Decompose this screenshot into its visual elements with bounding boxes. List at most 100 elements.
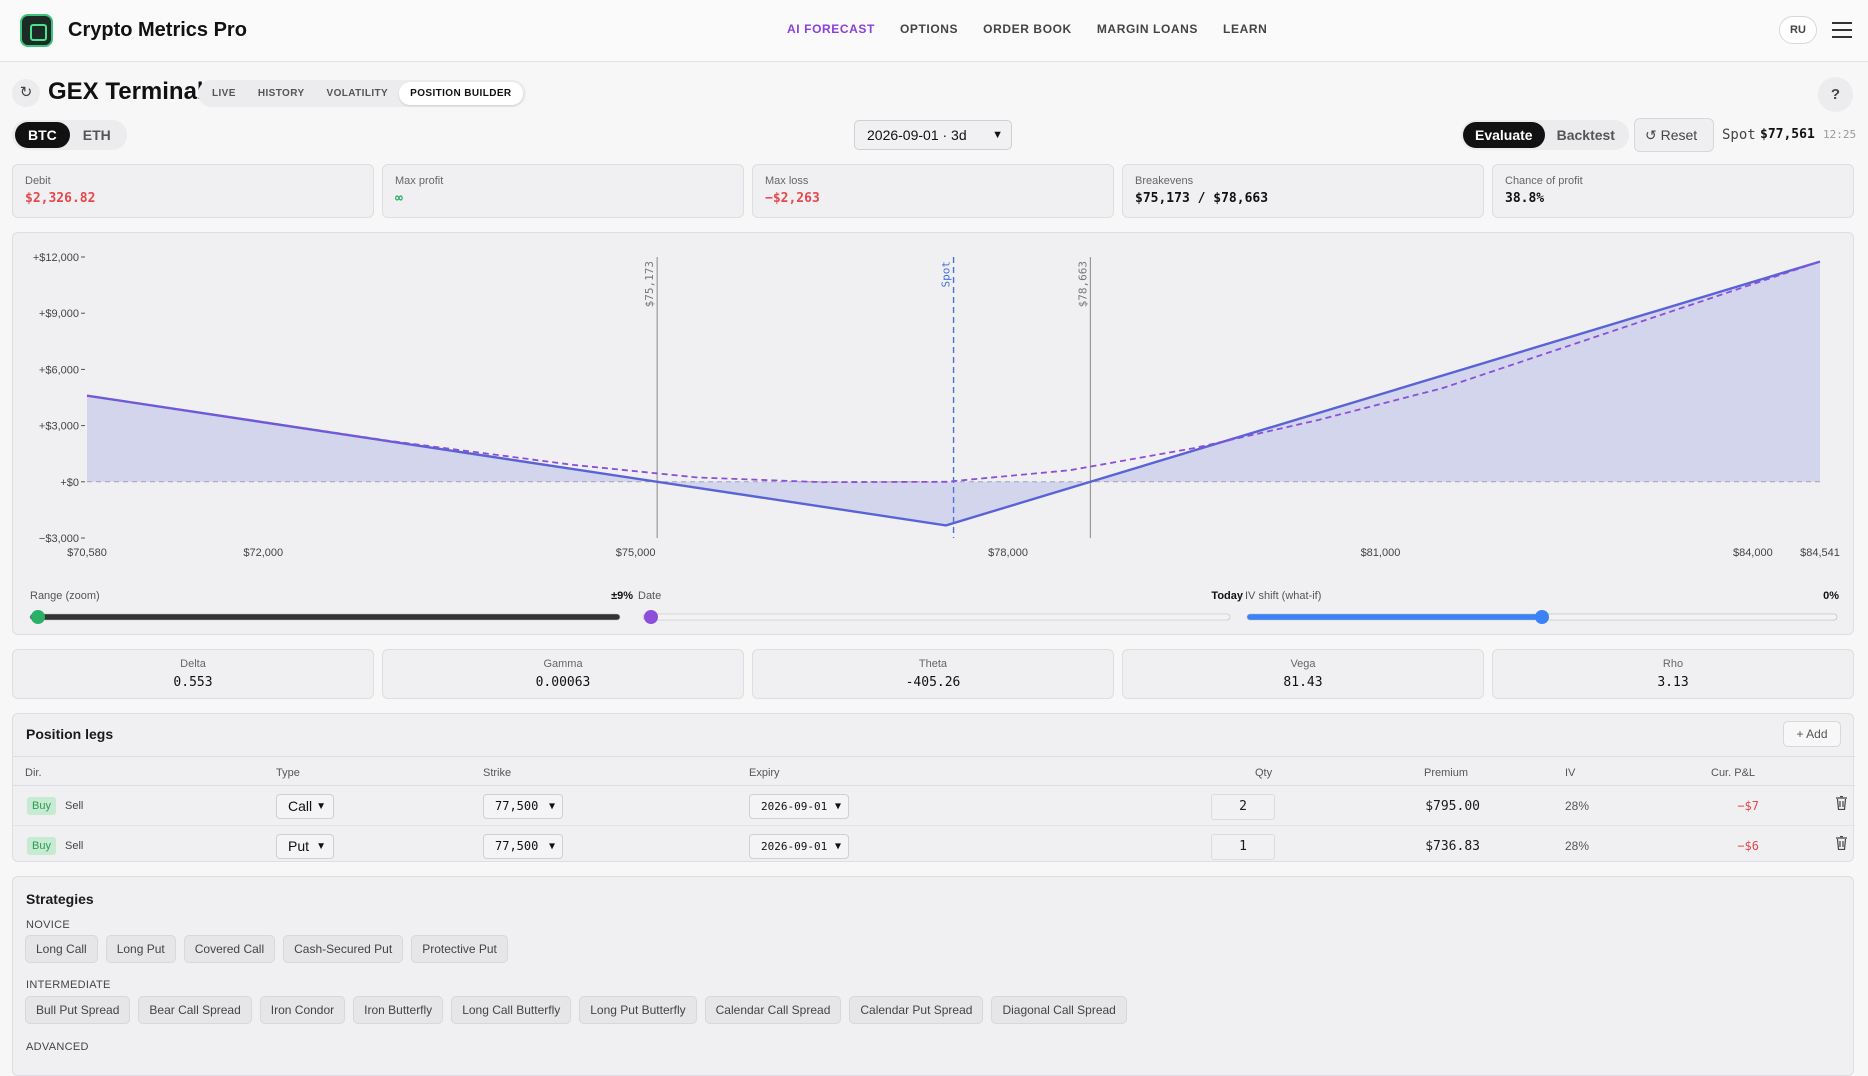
- hamburger-menu-icon[interactable]: [1832, 22, 1852, 38]
- slider-thumb[interactable]: [644, 610, 658, 624]
- strategy-chip[interactable]: Long Call: [25, 935, 98, 963]
- premium-value: $736.83: [1425, 839, 1480, 854]
- metric-breakevens: Breakevens $75,173 / $78,663: [1122, 164, 1484, 218]
- type-select[interactable]: Call ▼: [276, 794, 334, 819]
- nav-order-book[interactable]: ORDER BOOK: [983, 22, 1072, 36]
- metric-chance-of-profit: Chance of profit 38.8%: [1492, 164, 1854, 218]
- iv-slider-value: 0%: [1823, 590, 1839, 602]
- page-title: GEX Terminal: [48, 78, 204, 105]
- payoff-area: [87, 261, 1820, 526]
- strategy-chip[interactable]: Calendar Put Spread: [849, 996, 984, 1024]
- refresh-icon[interactable]: ↻: [12, 79, 40, 107]
- expiry-select[interactable]: 2026-09-01 · 3d ▼: [854, 120, 1012, 150]
- x-tick-label: $78,000: [988, 547, 1028, 559]
- metric-label: Breakevens: [1135, 175, 1194, 187]
- greek-label: Vega: [1290, 658, 1316, 670]
- strategy-chip[interactable]: Diagonal Call Spread: [991, 996, 1127, 1024]
- breakeven-label: $75,173: [643, 261, 656, 307]
- strategy-chip[interactable]: Cash-Secured Put: [283, 935, 404, 963]
- reset-icon: ↺: [1645, 127, 1657, 143]
- backtest-button[interactable]: Backtest: [1556, 127, 1615, 143]
- nav-margin-loans[interactable]: MARGIN LOANS: [1096, 22, 1199, 36]
- greek-vega: Vega 81.43: [1122, 649, 1484, 699]
- brand-name[interactable]: Crypto Metrics Pro: [68, 19, 247, 41]
- strategy-chip[interactable]: Iron Butterfly: [353, 996, 444, 1024]
- intermediate-strategies: Bull Put Spread Bear Call Spread Iron Co…: [25, 996, 1127, 1024]
- qty-input[interactable]: 1: [1211, 834, 1275, 860]
- evaluate-button[interactable]: Evaluate: [1463, 122, 1545, 148]
- buy-toggle[interactable]: Buy: [27, 837, 56, 855]
- slider-track[interactable]: [642, 613, 1231, 621]
- trash-icon[interactable]: [1836, 796, 1847, 810]
- payoff-chart-card: −$3,000 +$0 +$3,000 +$6,000 +$9,000 +$12,000 $…: [12, 232, 1854, 635]
- range-slider-value: ±9%: [611, 590, 633, 602]
- slider-thumb[interactable]: [1535, 610, 1549, 624]
- type-value: Call: [288, 798, 313, 814]
- payoff-chart[interactable]: −$3,000 +$0 +$3,000 +$6,000 +$9,000 +$12,000 $…: [13, 233, 1855, 563]
- strategy-chip[interactable]: Covered Call: [183, 935, 276, 963]
- pnl-value: −$6: [1737, 839, 1759, 853]
- nav-learn[interactable]: LEARN: [1223, 22, 1268, 36]
- reset-label: Reset: [1660, 127, 1698, 143]
- asset-eth[interactable]: ETH: [82, 127, 111, 143]
- type-select[interactable]: Put ▼: [276, 834, 334, 859]
- buy-toggle[interactable]: Buy: [27, 797, 56, 815]
- chevron-down-icon: ▼: [548, 841, 555, 852]
- nav-options[interactable]: OPTIONS: [899, 22, 959, 36]
- main-nav: AI FORECAST OPTIONS ORDER BOOK MARGIN LO…: [787, 22, 1267, 36]
- strike-select[interactable]: 77,500 ▼: [483, 794, 563, 819]
- strategy-chip[interactable]: Bear Call Spread: [138, 996, 252, 1024]
- strategy-chip[interactable]: Calendar Call Spread: [704, 996, 842, 1024]
- tab-history[interactable]: HISTORY: [257, 88, 305, 99]
- sell-toggle[interactable]: Sell: [65, 800, 84, 812]
- metric-max-profit: Max profit ∞: [382, 164, 744, 218]
- x-tick-label: $70,580: [67, 547, 107, 559]
- iv-slider-label: IV shift (what-if): [1245, 590, 1322, 602]
- help-button[interactable]: ?: [1818, 77, 1853, 112]
- nav-ai-forecast[interactable]: AI FORECAST: [787, 22, 875, 36]
- iv-value: 28%: [1564, 799, 1589, 813]
- greek-value: 3.13: [1657, 675, 1689, 690]
- greek-label: Theta: [918, 658, 948, 670]
- reset-button[interactable]: ↺ Reset: [1634, 118, 1714, 152]
- slider-track-rest: [1541, 613, 1838, 621]
- asset-btc[interactable]: BTC: [15, 122, 70, 148]
- strategy-chip[interactable]: Protective Put: [411, 935, 508, 963]
- col-expiry: Expiry: [749, 767, 780, 779]
- strike-select[interactable]: 77,500 ▼: [483, 834, 563, 859]
- qty-input[interactable]: 2: [1211, 794, 1275, 820]
- logo-icon[interactable]: [20, 14, 53, 47]
- language-button[interactable]: RU: [1779, 16, 1817, 44]
- tab-position-builder[interactable]: POSITION BUILDER: [399, 82, 523, 105]
- add-leg-button[interactable]: + Add: [1783, 721, 1841, 747]
- greek-gamma: Gamma 0.00063: [382, 649, 744, 699]
- expiry-select[interactable]: 2026-09-01 ▼: [749, 794, 849, 819]
- col-type: Type: [276, 767, 300, 779]
- greek-theta: Theta -405.26: [752, 649, 1114, 699]
- expiry-select[interactable]: 2026-09-01 ▼: [749, 834, 849, 859]
- strike-value: 77,500: [495, 839, 539, 853]
- legs-table-header: Dir. Type Strike Expiry Qty Premium IV C…: [13, 756, 1855, 786]
- tab-volatility[interactable]: VOLATILITY: [326, 88, 389, 99]
- chevron-down-icon: ▼: [548, 801, 555, 812]
- pnl-value: −$7: [1737, 799, 1759, 813]
- greek-label: Rho: [1662, 658, 1684, 670]
- greek-value: 0.00063: [535, 675, 591, 690]
- tab-live[interactable]: LIVE: [212, 88, 236, 99]
- strategy-chip[interactable]: Long Put Butterfly: [579, 996, 697, 1024]
- strategy-chip[interactable]: Long Put: [105, 935, 176, 963]
- strategy-chip[interactable]: Bull Put Spread: [25, 996, 131, 1024]
- trash-icon[interactable]: [1836, 836, 1847, 850]
- strategy-chip[interactable]: Iron Condor: [259, 996, 346, 1024]
- metric-value: $2,326.82: [25, 191, 96, 206]
- sell-toggle[interactable]: Sell: [65, 840, 84, 852]
- metric-label: Debit: [25, 175, 51, 187]
- y-tick-label: +$3,000: [39, 421, 79, 433]
- chevron-down-icon: ▼: [992, 129, 1003, 141]
- metric-label: Max loss: [765, 175, 809, 187]
- spot-line-label: Spot: [940, 261, 953, 288]
- greek-value: 0.553: [173, 675, 213, 690]
- strategy-chip[interactable]: Long Call Butterfly: [451, 996, 572, 1024]
- slider-track[interactable]: [29, 613, 621, 621]
- slider-thumb[interactable]: [31, 610, 45, 624]
